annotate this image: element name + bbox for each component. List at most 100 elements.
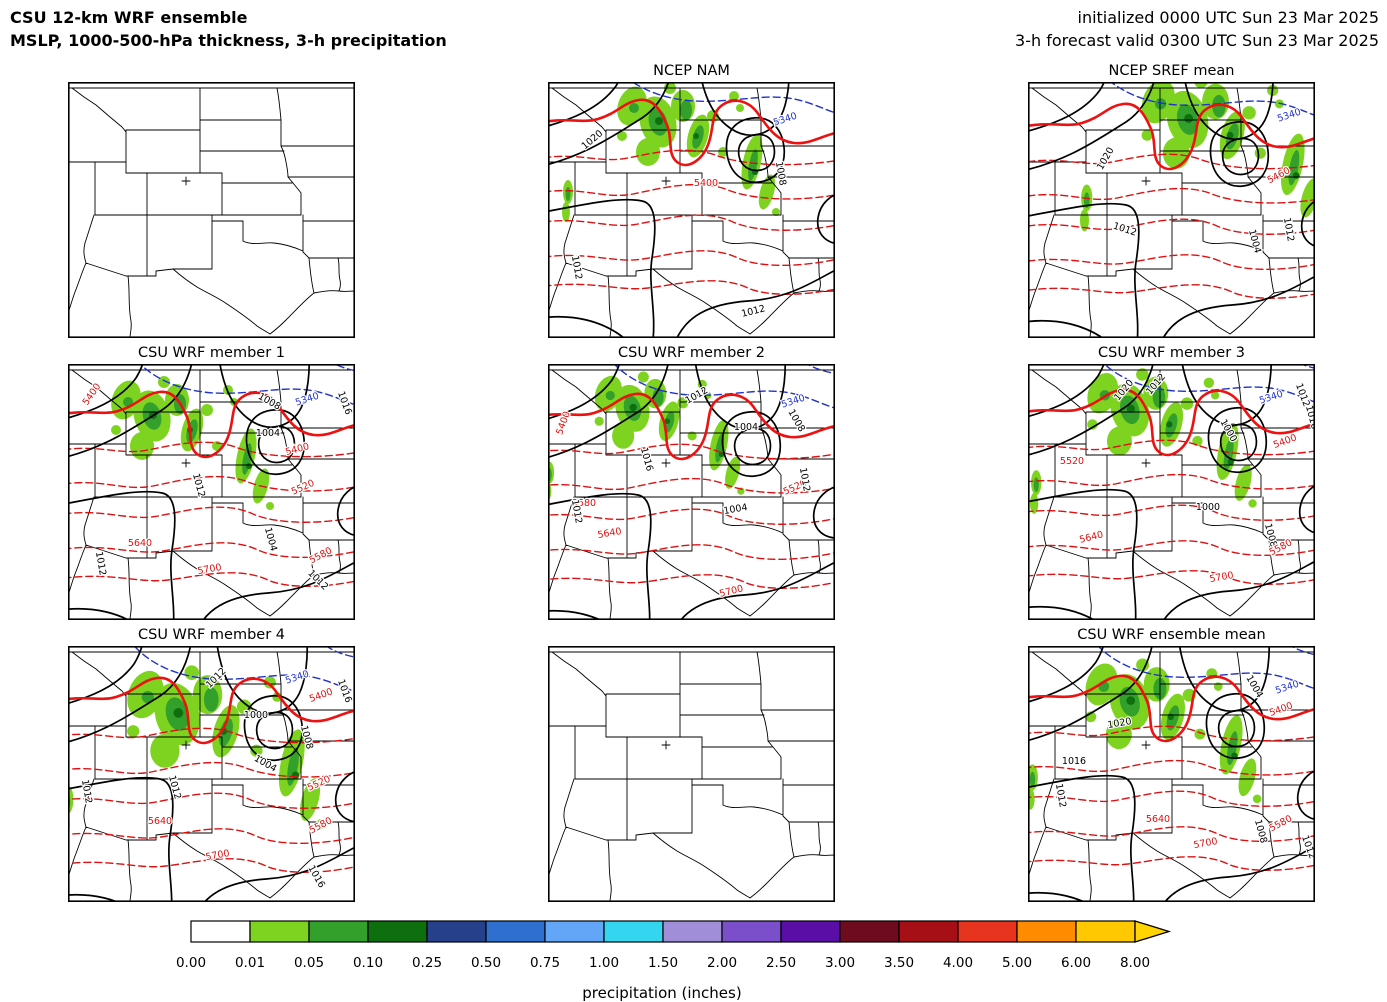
contour-label: 1004 (1246, 228, 1263, 254)
map-blank-top-left (68, 82, 355, 338)
contour-label: 1004 (262, 526, 279, 552)
figure-header-left: CSU 12-km WRF ensemble MSLP, 1000-500-hP… (10, 6, 447, 52)
colorbar-segment (1075, 920, 1136, 943)
map-frame (68, 646, 355, 902)
contour-label: 1012 (569, 255, 584, 281)
panel-blank-bottom-middle (548, 620, 835, 902)
contour-label: 5700 (718, 583, 744, 600)
contour-label: 1020 (1095, 146, 1117, 172)
contour-label: 5580 (308, 815, 335, 836)
map-ncep-nam: 1020 5340 5400 1008 1012 1012 (548, 82, 835, 338)
colorbar-tick-label: 0.25 (411, 955, 443, 971)
colorbar-segment (1016, 920, 1077, 943)
colorbar-segment (780, 920, 841, 943)
contour-label: 5640 (597, 526, 623, 541)
contour-label: 1012 (190, 472, 207, 498)
contour-label: 1016 (305, 864, 327, 890)
colorbar-segment (603, 920, 664, 943)
contour-label: 5400 (1272, 432, 1298, 451)
panel-title-csu-wrf-member-1: CSU WRF member 1 (137, 345, 285, 361)
contour-label: 1016 (335, 390, 354, 416)
colorbar-segment (898, 920, 959, 943)
colorbar-segment (249, 920, 310, 943)
colorbar-segment (839, 920, 900, 943)
panel-title-ncep-sref-mean: NCEP SREF mean (1108, 63, 1235, 79)
precip-shading-layer (68, 665, 326, 837)
state-outlines-layer (548, 651, 835, 902)
contour-label: 1004 (256, 428, 280, 439)
panel-grid: NCEP NAM 1020 5340 5400 1008 1012 1012 NCEP SRE… (68, 56, 1315, 902)
contour-label: 1012 (305, 568, 330, 593)
map-csu-wrf-ensemble-mean: 1004 534010205400101610125640570055801008… (1028, 646, 1315, 902)
state-outlines-layer (68, 87, 355, 338)
panel-title-blank-bottom-middle (548, 620, 835, 646)
contour-label: 5400 (308, 686, 334, 705)
init-time-text: initialized 0000 UTC Sun 23 Mar 2025 (1077, 8, 1380, 27)
panel-title-ncep-nam: NCEP NAM (653, 63, 730, 79)
contour-label: 5640 (1146, 814, 1170, 825)
colorbar-ticks: 0.00 0.01 0.05 0.10 0.25 0.50 0.75 1.00 1.50 2.00… (176, 948, 1150, 971)
contour-label: 5520 (290, 478, 317, 498)
colorbar-caption: precipitation (inches) (582, 984, 742, 1002)
contour-label: 1008 (773, 161, 788, 187)
figure-subtitle: MSLP, 1000-500-hPa thickness, 3-h precip… (10, 31, 447, 51)
panel-csu-wrf-member-1: CSU WRF member 1 5400 5340 1008 1016 1004 5400… (68, 338, 355, 620)
colorbar-tick-label: 4.00 (942, 955, 974, 971)
colorbar-tick-label: 0.75 (529, 955, 561, 971)
contour-label: 5700 (1193, 836, 1219, 851)
contour-label: 5340 (284, 669, 310, 687)
contour-label: 5580 (1268, 813, 1295, 834)
colorbar-tick-label: 0.01 (234, 955, 266, 971)
panel-title-blank-top-left (68, 56, 355, 82)
contour-label: 5400 (284, 441, 310, 458)
map-frame (1028, 646, 1315, 902)
contour-label: 5520 (1060, 456, 1084, 467)
map-frame (548, 646, 835, 902)
panel-csu-wrf-member-4: CSU WRF member 4 1012 5340 1016 1000 1008 5400… (68, 620, 355, 902)
contour-label: 1012 (1293, 382, 1312, 408)
contour-label: 1016 (1062, 756, 1086, 767)
contour-label: 1004 (723, 502, 749, 517)
contour-label: 1016 (638, 446, 655, 472)
colorbar-segment (721, 920, 782, 943)
contour-label: 1004 (252, 753, 278, 775)
contour-label: 5340 (1258, 389, 1284, 407)
colorbar-tick-label: 1.00 (588, 955, 620, 971)
colorbar-tick-label: 0.00 (175, 955, 207, 971)
contour-label: 5700 (197, 562, 223, 577)
panel-ncep-nam: NCEP NAM 1020 5340 5400 1008 1012 1012 (548, 56, 835, 338)
colorbar-tick-label: 3.50 (883, 955, 915, 971)
colorbar-tick-label: 1.50 (647, 955, 679, 971)
contour-label: 1012 (1053, 783, 1068, 809)
contour-label: 1020 (580, 128, 606, 152)
contour-label: 1016 (335, 678, 354, 704)
contour-label: 5340 (1276, 107, 1302, 125)
contour-label: 1000 (244, 710, 268, 721)
contour-label: 1012 (1112, 221, 1138, 239)
colorbar-segment (426, 920, 487, 943)
colorbar-tick-label: 6.00 (1060, 955, 1092, 971)
state-outlines-layer (1028, 651, 1315, 902)
colorbar-tick-label: 2.00 (706, 955, 738, 971)
map-csu-wrf-member-1: 5400 5340 1008 1016 1004 5400 1012 5520 5640 1004… (68, 364, 355, 620)
figure-title: CSU 12-km WRF ensemble (10, 8, 248, 27)
contour-label: 1008 (256, 391, 282, 413)
colorbar-segment (662, 920, 723, 943)
contour-label: 5400 (81, 382, 104, 408)
panel-title-csu-wrf-member-4: CSU WRF member 4 (137, 627, 285, 643)
colorbar-segment (190, 920, 251, 943)
colorbar-tick-label: 2.50 (765, 955, 797, 971)
contour-label: 1012 (740, 303, 766, 320)
contour-label: 5340 (1274, 679, 1300, 697)
panel-ncep-sref-mean: NCEP SREF mean 5340 1020 5460 1012 1004 1012 (1028, 56, 1315, 338)
colorbar-tick-label: 0.10 (352, 955, 384, 971)
panel-title-csu-wrf-member-2: CSU WRF member 2 (617, 345, 765, 361)
contour-label: 1004 (734, 422, 758, 433)
map-frame (68, 364, 355, 620)
contour-label: 1008 (785, 408, 807, 434)
contour-label: 1012 (79, 779, 94, 805)
